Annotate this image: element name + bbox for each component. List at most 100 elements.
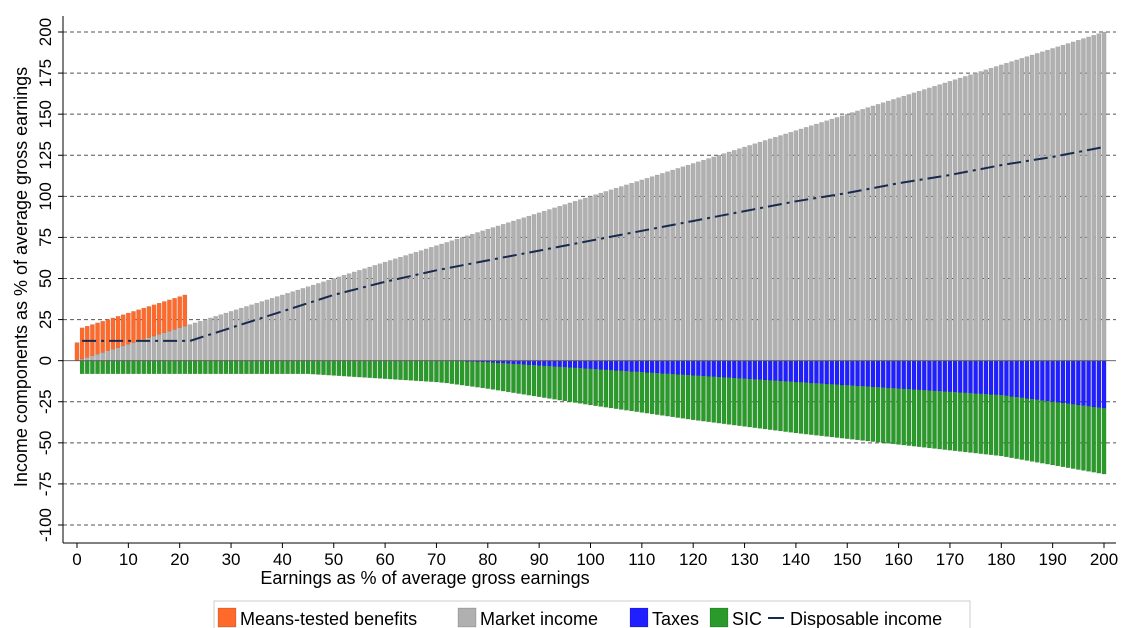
bar-sic-17 (162, 361, 166, 374)
bar-sic-194 (1071, 404, 1075, 468)
bar-market-income-66 (414, 252, 418, 360)
bar-market-income-153 (861, 109, 865, 360)
bar-market-income-120 (691, 163, 695, 360)
bar-taxes-101 (594, 361, 598, 370)
bar-taxes-183 (1015, 361, 1019, 397)
bar-taxes-190 (1051, 361, 1055, 402)
bar-sic-87 (522, 365, 526, 395)
bar-market-income-189 (1045, 50, 1049, 361)
bar-sic-134 (763, 380, 767, 429)
bar-sic-37 (265, 361, 269, 374)
bar-taxes-105 (614, 361, 618, 371)
bar-market-income-109 (635, 182, 639, 361)
bar-taxes-128 (732, 361, 736, 378)
bar-sic-52 (342, 361, 346, 376)
x-tick-label-130: 130 (730, 550, 758, 569)
bar-sic-131 (748, 379, 752, 427)
bar-market-income-42 (291, 292, 295, 361)
y-tick-label-175: 175 (36, 59, 55, 87)
bar-sic-40 (280, 361, 284, 374)
bar-taxes-154 (866, 361, 870, 387)
bar-sic-166 (927, 391, 931, 448)
bar-taxes-144 (814, 361, 818, 384)
bar-sic-125 (717, 377, 721, 423)
bar-taxes-99 (583, 361, 587, 369)
bar-taxes-125 (717, 361, 721, 377)
bar-market-income-141 (799, 129, 803, 361)
bar-sic-92 (547, 366, 551, 398)
bar-taxes-161 (902, 361, 906, 389)
bar-market-income-67 (419, 251, 423, 361)
bar-market-income-181 (1004, 63, 1008, 360)
bar-sic-101 (594, 369, 598, 406)
bar-market-income-135 (768, 139, 772, 361)
bar-market-income-91 (542, 211, 546, 361)
bar-market-income-50 (332, 279, 336, 361)
bar-taxes-100 (588, 361, 592, 369)
bar-sic-183 (1015, 397, 1019, 459)
bar-sic-29 (224, 361, 228, 374)
bar-sic-8 (116, 361, 120, 374)
bar-sic-154 (866, 387, 870, 441)
bar-sic-107 (624, 371, 628, 410)
bar-market-income-130 (742, 147, 746, 361)
bar-sic-119 (686, 375, 690, 419)
bar-sic-102 (599, 370, 603, 407)
bar-taxes-180 (999, 361, 1003, 396)
bar-taxes-162 (907, 361, 911, 390)
bar-sic-48 (321, 361, 325, 375)
bar-sic-155 (871, 387, 875, 442)
bar-market-income-64 (404, 255, 408, 360)
bar-sic-116 (671, 374, 675, 417)
y-tick-label-150: 150 (36, 100, 55, 128)
bar-sic-64 (404, 361, 408, 380)
bar-market-income-30 (229, 311, 233, 360)
bar-sic-199 (1097, 408, 1101, 473)
bar-sic-161 (902, 389, 906, 445)
bar-sic-44 (301, 361, 305, 374)
legend-swatch-taxes (630, 608, 648, 627)
bar-taxes-149 (840, 361, 844, 385)
bar-sic-65 (409, 361, 413, 381)
bar-market-income-78 (475, 232, 479, 360)
bar-sic-100 (588, 369, 592, 405)
x-tick-label-180: 180 (987, 550, 1015, 569)
bar-taxes-97 (573, 361, 577, 368)
bar-market-income-93 (552, 208, 556, 361)
bar-market-income-34 (249, 305, 253, 361)
bar-taxes-130 (742, 361, 746, 379)
bar-sic-83 (501, 363, 505, 391)
bar-market-income-117 (676, 168, 680, 360)
bar-market-income-195 (1076, 40, 1080, 360)
bar-taxes-160 (896, 361, 900, 389)
x-tick-label-10: 10 (119, 550, 138, 569)
bar-taxes-169 (943, 361, 947, 392)
bar-market-income-131 (748, 145, 752, 360)
bar-market-income-21 (183, 326, 187, 361)
bar-sic-18 (167, 361, 171, 374)
bar-sic-38 (270, 361, 274, 374)
bar-sic-3 (90, 361, 94, 374)
bar-market-income-143 (809, 126, 813, 361)
bar-sic-138 (784, 381, 788, 431)
bar-market-income-182 (1009, 62, 1013, 361)
bar-sic-10 (126, 361, 130, 374)
bar-taxes-177 (984, 361, 988, 395)
bar-sic-122 (701, 376, 705, 421)
bar-sic-32 (239, 361, 243, 374)
bar-market-income-43 (296, 290, 300, 361)
bar-sic-140 (794, 382, 798, 433)
x-tick-label-0: 0 (72, 550, 81, 569)
bar-sic-53 (347, 361, 351, 377)
bar-market-income-146 (825, 121, 829, 361)
bar-market-income-129 (737, 149, 741, 361)
x-axis-title: Earnings as % of average gross earnings (260, 568, 589, 588)
bar-market-income-180 (999, 65, 1003, 361)
bar-sic-96 (568, 368, 572, 402)
bar-market-income-138 (784, 134, 788, 361)
bar-sic-45 (306, 361, 310, 374)
bar-market-income-167 (932, 86, 936, 360)
bar-sic-191 (1056, 402, 1060, 466)
bar-market-income-51 (337, 277, 341, 361)
